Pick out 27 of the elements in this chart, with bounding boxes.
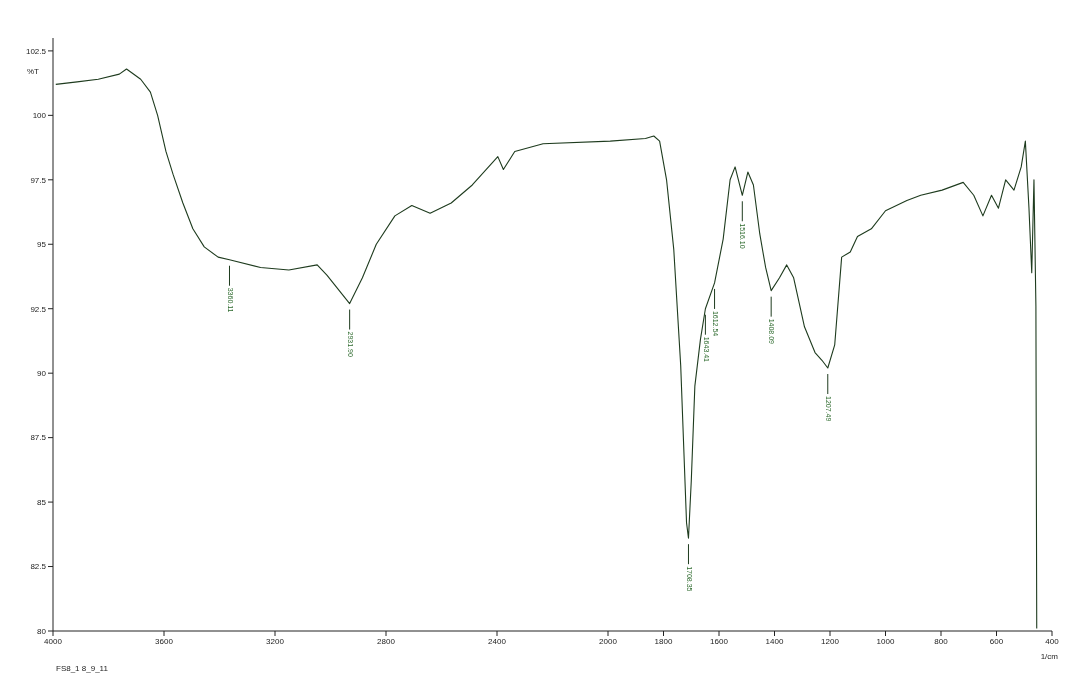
- x-tick-label: 1200: [821, 636, 840, 646]
- x-axis-title: 1/cm: [1040, 652, 1059, 661]
- y-tick-label: 80: [37, 626, 47, 636]
- x-tick-label: 1800: [654, 636, 673, 646]
- y-tick-label: 92.5: [30, 304, 47, 314]
- x-tick-label: 4000: [44, 636, 63, 646]
- x-tick-label: 3200: [266, 636, 285, 646]
- text: FS8_1 8_9_11: [56, 664, 108, 673]
- y-tick-label: 97.5: [30, 175, 47, 185]
- x-tick-label: 3600: [155, 636, 174, 646]
- x-tick-label: 1600: [710, 636, 729, 646]
- y-tick-label: 82.5: [30, 562, 47, 572]
- x-tick-label: 2000: [599, 636, 618, 646]
- y-tick-label: 85: [37, 497, 47, 507]
- x-tick-label: 2800: [377, 636, 396, 646]
- y-tick-label: 100: [32, 111, 47, 121]
- x-tick-label: 600: [989, 636, 1004, 646]
- x-tick-label: 1000: [876, 636, 895, 646]
- x-tick-label: 1400: [765, 636, 784, 646]
- x-tick-label: 2400: [488, 636, 507, 646]
- y-tick-label: 87.5: [30, 433, 47, 443]
- y-axis-title: %T: [27, 67, 40, 76]
- x-tick-label: 800: [934, 636, 949, 646]
- x-tick-label: 400: [1045, 636, 1060, 646]
- y-tick-label: 95: [37, 240, 47, 250]
- y-tick-label: 102.5: [25, 46, 47, 56]
- y-tick-label: 90: [37, 369, 47, 379]
